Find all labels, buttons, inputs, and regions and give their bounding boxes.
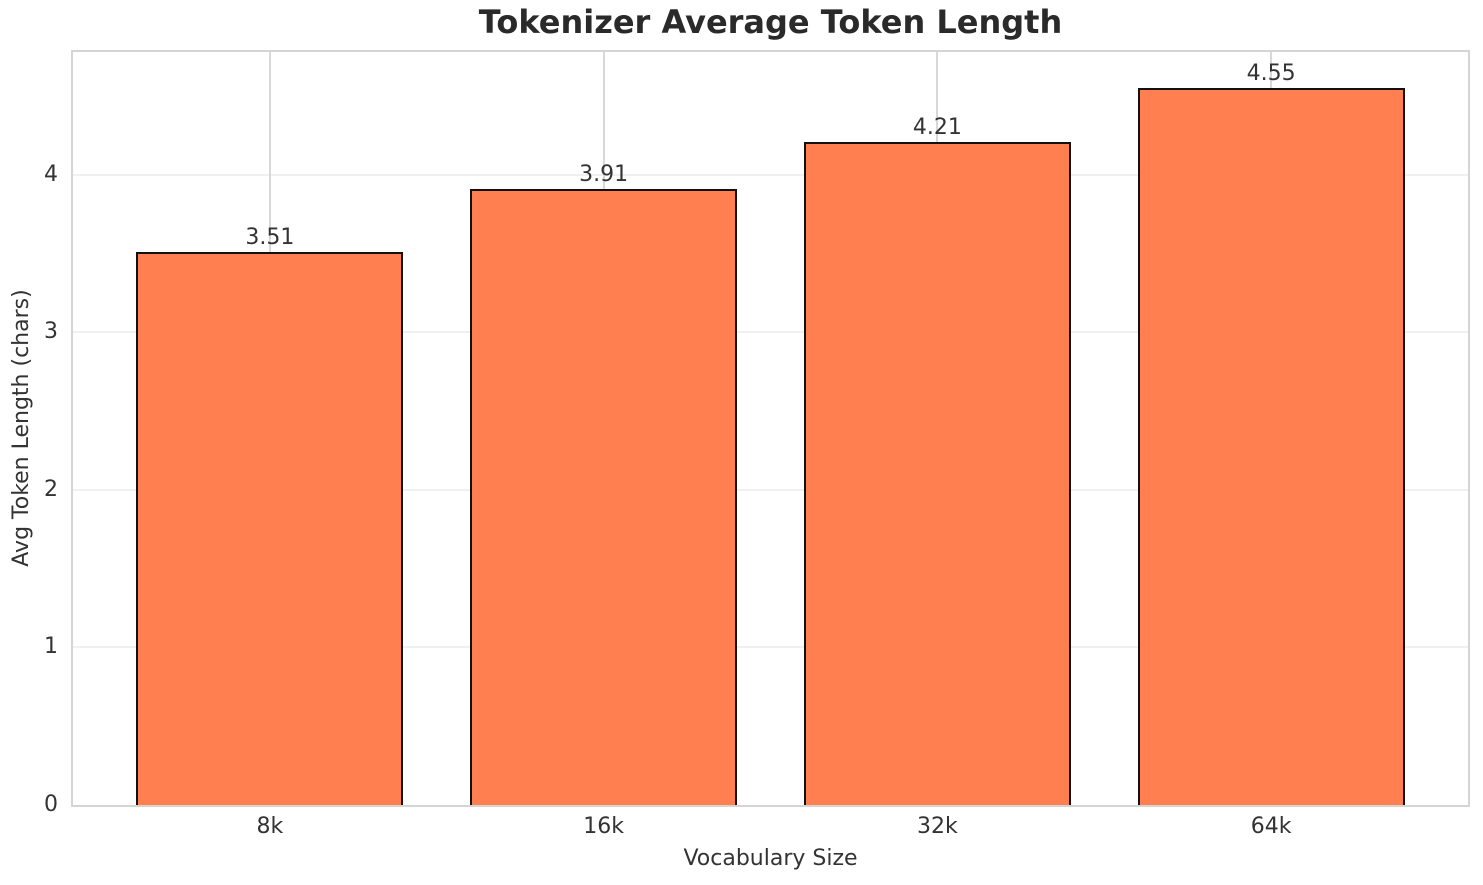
bar-64k: 4.55 [1137, 61, 1405, 805]
bar-value-label: 3.51 [245, 225, 295, 251]
bar-value-label: 4.21 [912, 114, 962, 140]
y-tick-label: 3 [44, 319, 58, 345]
h-gridline-y1 [73, 646, 1468, 649]
x-axis-label: Vocabulary Size [683, 846, 858, 871]
y-tick-label: 4 [44, 161, 58, 187]
h-gridline-y2 [73, 488, 1468, 491]
h-gridline-y4 [73, 173, 1468, 176]
x-tick-label-8k: 8k [256, 814, 284, 839]
x-tick-label-32k: 32k [916, 814, 958, 839]
bar-value-label: 3.91 [579, 162, 629, 188]
x-tick-label-64k: 64k [1250, 814, 1292, 839]
chart-title: Tokenizer Average Token Length [478, 3, 1063, 41]
bar-value-label: 4.55 [1246, 61, 1296, 87]
bar-32k: 4.21 [803, 115, 1071, 805]
y-tick-label: 2 [44, 476, 58, 502]
h-gridline-y3 [73, 331, 1468, 334]
y-tick-label: 0 [44, 792, 58, 817]
bar-8k: 3.51 [136, 225, 404, 805]
bar-16k: 3.91 [470, 162, 738, 805]
x-tick-label-16k: 16k [583, 814, 624, 839]
plot-area: 3.51 3.91 4.21 4.55 [71, 50, 1470, 807]
y-tick-label: 1 [44, 634, 58, 660]
